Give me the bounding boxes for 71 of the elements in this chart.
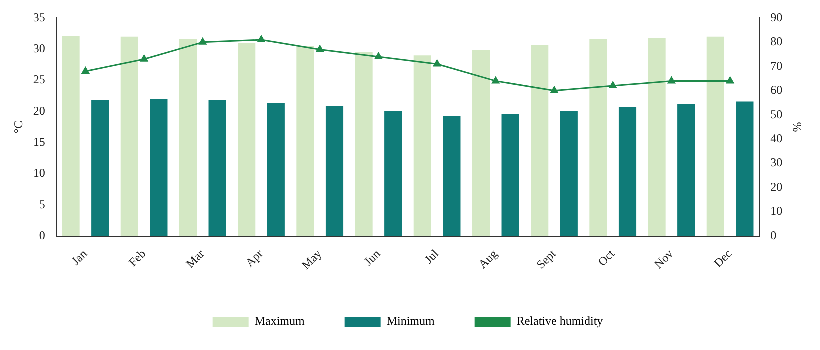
y-tick-label: 25 bbox=[33, 72, 46, 87]
bar bbox=[267, 104, 285, 236]
bar bbox=[208, 100, 226, 236]
bar bbox=[590, 39, 608, 236]
bar bbox=[443, 116, 461, 236]
bar bbox=[618, 107, 637, 236]
x-tick-label: May bbox=[298, 246, 324, 272]
y-tick-label: 10 bbox=[33, 166, 46, 180]
bar bbox=[678, 104, 696, 236]
bar bbox=[238, 43, 256, 236]
y2-tick-label: 70 bbox=[770, 58, 783, 73]
bar bbox=[62, 36, 80, 236]
y2-axis-title: % bbox=[790, 122, 805, 132]
bar bbox=[150, 99, 168, 236]
bar bbox=[92, 100, 110, 236]
point bbox=[492, 76, 500, 84]
y-tick-label: 20 bbox=[33, 104, 46, 118]
point bbox=[140, 55, 148, 62]
y-tick-label: 30 bbox=[33, 42, 46, 56]
y2-tick-label: 20 bbox=[770, 180, 783, 194]
legend-label: Minimum bbox=[386, 314, 436, 328]
point bbox=[258, 36, 266, 43]
point bbox=[550, 86, 558, 94]
point bbox=[374, 52, 382, 60]
bar bbox=[706, 36, 724, 236]
y2-tick-label: 60 bbox=[770, 83, 783, 98]
bar bbox=[384, 111, 402, 236]
point bbox=[199, 38, 207, 45]
y2-tick-label: 0 bbox=[770, 228, 777, 242]
x-tick-label: Dec bbox=[711, 246, 735, 270]
x-tick-label: Sept bbox=[534, 246, 560, 272]
point bbox=[668, 76, 676, 84]
bar bbox=[179, 39, 198, 236]
y2-tick-label: 10 bbox=[770, 204, 783, 218]
point bbox=[726, 76, 734, 84]
bar bbox=[296, 46, 314, 236]
y-tick-label: 0 bbox=[39, 228, 46, 242]
bar bbox=[355, 52, 373, 236]
y2-tick-label: 50 bbox=[770, 107, 783, 122]
point bbox=[434, 60, 442, 67]
bar bbox=[120, 36, 138, 236]
x-tick-label: Mar bbox=[183, 246, 208, 271]
bar bbox=[472, 50, 490, 236]
x-tick-label: Aug bbox=[476, 246, 500, 272]
y-tick-label: 5 bbox=[39, 197, 46, 212]
legend-label: Maximum bbox=[254, 314, 306, 328]
x-tick-label: Feb bbox=[126, 246, 149, 270]
bar bbox=[560, 111, 578, 236]
y-tick-label: 35 bbox=[33, 10, 46, 24]
bar bbox=[414, 56, 432, 236]
x-tick-label: Nov bbox=[652, 246, 676, 272]
y2-tick-label: 30 bbox=[770, 156, 783, 170]
x-tick-label: Oct bbox=[595, 246, 618, 269]
bar bbox=[648, 38, 666, 236]
point bbox=[316, 45, 324, 52]
bar bbox=[502, 114, 520, 236]
y2-tick-label: 90 bbox=[770, 10, 783, 24]
y2-tick-label: 40 bbox=[770, 132, 783, 146]
legend-label: Relative humidity bbox=[516, 314, 604, 328]
x-tick-label: Jul bbox=[422, 246, 442, 267]
y2-tick-label: 80 bbox=[770, 34, 783, 49]
bar bbox=[326, 106, 344, 236]
point bbox=[609, 82, 617, 89]
x-tick-label: Apr bbox=[242, 246, 266, 270]
point bbox=[82, 67, 90, 74]
y-axis-title: °C bbox=[11, 120, 26, 134]
x-tick-label: Jun bbox=[361, 246, 384, 268]
x-tick-label: Jan bbox=[68, 246, 90, 268]
bar bbox=[531, 44, 549, 236]
bar bbox=[736, 102, 754, 236]
y-tick-label: 15 bbox=[33, 134, 46, 149]
